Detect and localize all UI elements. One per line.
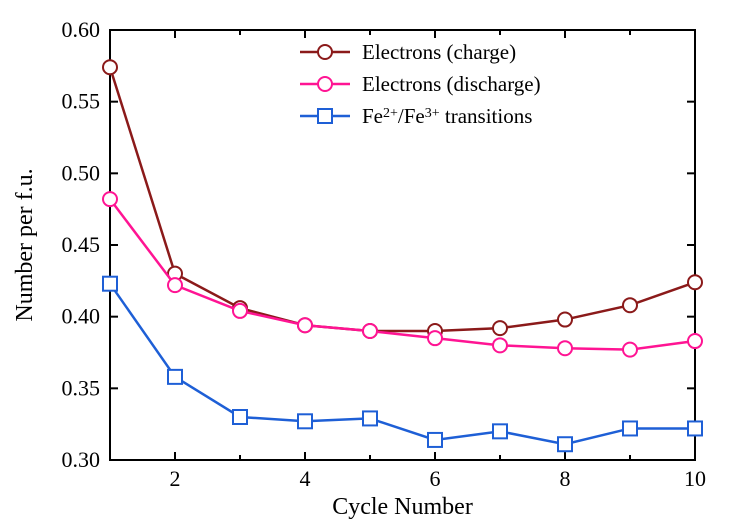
series-marker-0 (558, 313, 572, 327)
legend-label-0: Electrons (charge) (362, 40, 516, 64)
series-marker-2 (103, 277, 117, 291)
line-chart: 2 4 6 8 10 0.30 0.35 0.40 0.45 0.50 0.55 0.60 Cycle … (0, 0, 729, 528)
legend-label-1: Electrons (discharge) (362, 72, 541, 96)
legend-marker-2 (318, 109, 332, 123)
series-marker-1 (688, 334, 702, 348)
x-axis-label: Cycle Number (332, 494, 473, 520)
series-marker-0 (623, 298, 637, 312)
series-marker-1 (298, 318, 312, 332)
series-marker-2 (558, 437, 572, 451)
x-tick-label: 4 (300, 466, 311, 491)
y-tick-label: 0.30 (62, 447, 101, 472)
legend-marker-0 (318, 45, 332, 59)
series-marker-0 (103, 60, 117, 74)
y-tick-label: 0.60 (62, 17, 101, 42)
series-marker-0 (493, 321, 507, 335)
series-marker-1 (428, 331, 442, 345)
series-marker-1 (103, 192, 117, 206)
y-tick-label: 0.35 (62, 375, 101, 400)
series-marker-0 (688, 275, 702, 289)
y-axis-label: Number per f.u. (12, 168, 38, 321)
legend-marker-1 (318, 77, 332, 91)
y-tick-label: 0.50 (62, 160, 101, 185)
x-tick-label: 2 (170, 466, 181, 491)
y-tick-label: 0.55 (62, 89, 101, 114)
series-marker-1 (558, 341, 572, 355)
series-marker-2 (688, 421, 702, 435)
y-tick-label: 0.45 (62, 232, 101, 257)
series-marker-2 (363, 411, 377, 425)
series-marker-1 (493, 338, 507, 352)
y-tick-label: 0.40 (62, 304, 101, 329)
x-tick-label: 6 (430, 466, 441, 491)
chart-container: 2 4 6 8 10 0.30 0.35 0.40 0.45 0.50 0.55 0.60 Cycle … (0, 0, 729, 528)
x-tick-label: 8 (560, 466, 571, 491)
series-marker-1 (623, 343, 637, 357)
series-marker-2 (623, 421, 637, 435)
series-marker-2 (168, 370, 182, 384)
series-marker-2 (298, 414, 312, 428)
series-marker-2 (428, 433, 442, 447)
series-marker-1 (233, 304, 247, 318)
series-marker-1 (168, 278, 182, 292)
series-marker-2 (493, 424, 507, 438)
series-marker-2 (233, 410, 247, 424)
x-tick-label: 10 (684, 466, 706, 491)
series-marker-1 (363, 324, 377, 338)
